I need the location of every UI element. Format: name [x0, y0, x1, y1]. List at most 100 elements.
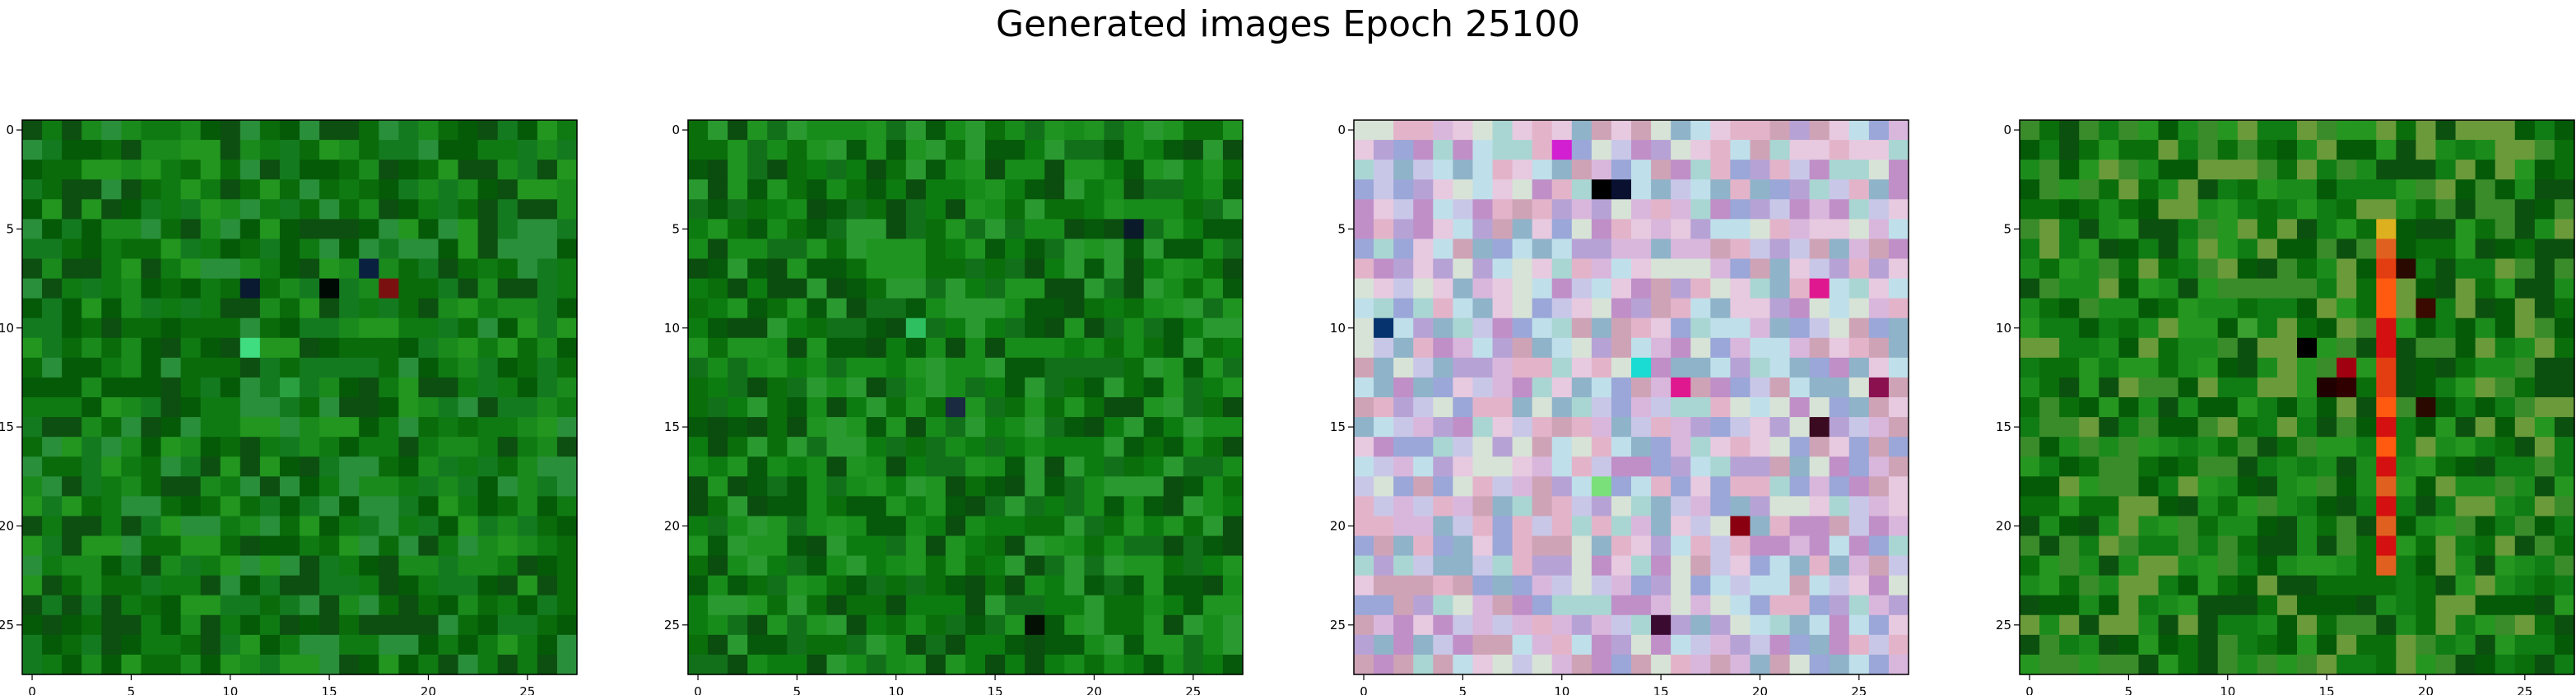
pixel [2476, 338, 2496, 359]
pixel [2039, 219, 2060, 239]
pixel [2297, 120, 2318, 141]
pixel [2396, 595, 2416, 616]
pixel [2376, 318, 2397, 339]
pixel [2476, 219, 2496, 239]
pixel [2257, 417, 2278, 438]
pixel [2159, 318, 2179, 339]
pixel [2297, 219, 2318, 239]
pixel [2079, 615, 2099, 636]
pixel [2059, 299, 2080, 319]
pixel [2317, 120, 2337, 141]
pixel [2238, 476, 2258, 497]
pixel [2317, 456, 2337, 477]
pixel [2257, 179, 2278, 200]
x-tick-label: 5 [2125, 684, 2133, 695]
pixel [2020, 397, 2040, 418]
pixel [2416, 576, 2436, 596]
x-tick-label: 10 [2220, 684, 2235, 695]
pixel [2356, 556, 2377, 577]
pixel [2079, 318, 2099, 339]
pixel [2495, 397, 2516, 418]
pixel [2376, 615, 2397, 636]
pixel [2238, 516, 2258, 536]
pixel [2118, 279, 2139, 299]
pixel [2178, 199, 2199, 220]
pixel [2356, 378, 2377, 398]
pixel [2297, 378, 2318, 398]
y-tick-label: 20 [1996, 518, 2011, 533]
pixel [2337, 397, 2357, 418]
pixel [2515, 655, 2536, 675]
pixel [2436, 556, 2457, 577]
pixel [2495, 516, 2516, 536]
pixel [2059, 536, 2080, 557]
pixel [2376, 378, 2397, 398]
pixel [2257, 615, 2278, 636]
pixel [2495, 140, 2516, 160]
pixel [2159, 259, 2179, 280]
pixel [2515, 397, 2536, 418]
pixel [2337, 456, 2357, 477]
pixel [2476, 556, 2496, 577]
pixel [2337, 655, 2357, 675]
pixel [2495, 259, 2516, 280]
pixel [2138, 318, 2159, 339]
pixel [2515, 496, 2536, 517]
pixel [2456, 318, 2476, 339]
pixel [2317, 476, 2337, 497]
pixel [2535, 299, 2555, 319]
pixel [2436, 655, 2457, 675]
pixel [2118, 635, 2139, 656]
pixel [2277, 140, 2298, 160]
pixel [2138, 299, 2159, 319]
pixel [2257, 437, 2278, 457]
pixel [2535, 496, 2555, 517]
pixel [2238, 397, 2258, 418]
pixel [2159, 397, 2179, 418]
pixel [2515, 635, 2536, 656]
pixel [2356, 476, 2377, 497]
pixel [2059, 516, 2080, 536]
pixel [2277, 378, 2298, 398]
pixel [2476, 536, 2496, 557]
pixel [2138, 476, 2159, 497]
pixel [2059, 179, 2080, 200]
pixel [2555, 239, 2575, 259]
pixel [2317, 279, 2337, 299]
pixel [2476, 318, 2496, 339]
pixel [2476, 635, 2496, 656]
pixel [2238, 615, 2258, 636]
pixel [2337, 615, 2357, 636]
pixel [2277, 456, 2298, 477]
pixel [2535, 456, 2555, 477]
pixel [2535, 576, 2555, 596]
pixel [2456, 536, 2476, 557]
pixel [2535, 239, 2555, 259]
pixel [2515, 437, 2536, 457]
y-tick-label: 10 [1996, 321, 2011, 336]
pixel [2178, 279, 2199, 299]
pixel [2317, 397, 2337, 418]
pixel [2456, 279, 2476, 299]
pixel [2376, 160, 2397, 180]
pixel [2356, 179, 2377, 200]
pixel [2337, 476, 2357, 497]
pixel [2238, 219, 2258, 239]
pixel [2238, 239, 2258, 259]
pixel [2099, 556, 2119, 577]
pixel [2198, 179, 2219, 200]
pixel [2376, 239, 2397, 259]
pixel [2337, 536, 2357, 557]
pixel [2079, 496, 2099, 517]
pixel [2059, 615, 2080, 636]
pixel [2178, 397, 2199, 418]
pixel [2218, 516, 2239, 536]
pixel [2297, 615, 2318, 636]
pixel [2138, 397, 2159, 418]
pixel [2218, 397, 2239, 418]
pixel [2159, 476, 2179, 497]
pixel [2396, 556, 2416, 577]
pixel [2059, 417, 2080, 438]
pixel [2476, 417, 2496, 438]
